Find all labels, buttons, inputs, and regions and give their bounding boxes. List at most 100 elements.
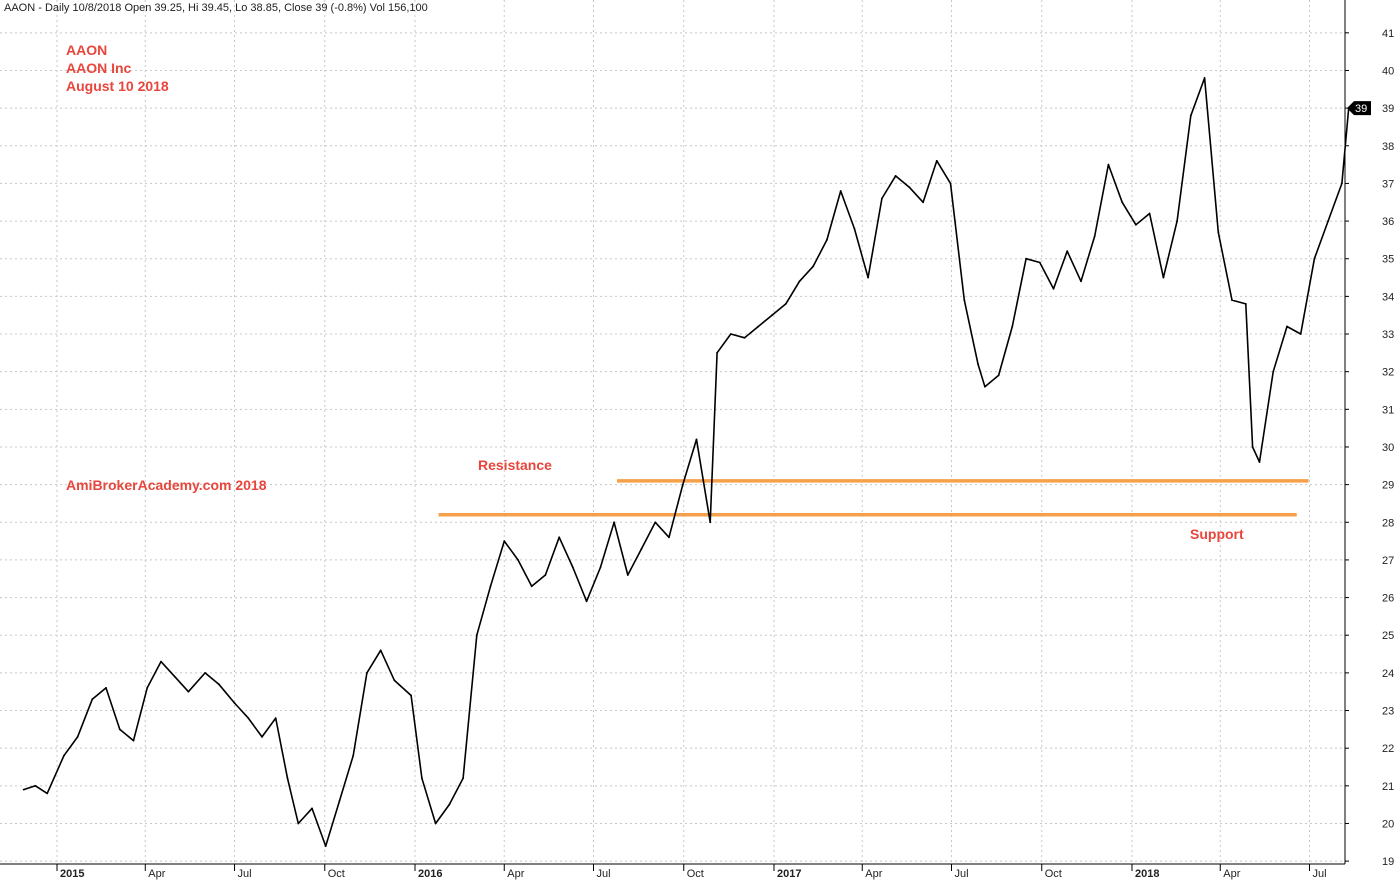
watermark-label: AmiBrokerAcademy.com 2018 bbox=[66, 477, 267, 493]
price-point bbox=[118, 728, 121, 731]
y-tick-label: 37 bbox=[1382, 178, 1394, 190]
y-tick-label: 29 bbox=[1382, 480, 1394, 492]
y-tick-label: 35 bbox=[1382, 254, 1394, 266]
price-point bbox=[1189, 114, 1192, 117]
price-point bbox=[949, 182, 952, 185]
last-price-label: 39 bbox=[1355, 103, 1367, 115]
y-tick-label: 39 bbox=[1382, 103, 1394, 115]
company-label: AAON Inc bbox=[66, 60, 132, 76]
x-tick-label: Jul bbox=[955, 868, 969, 880]
price-point bbox=[1258, 461, 1261, 463]
price-point bbox=[681, 483, 684, 486]
date-label: August 10 2018 bbox=[66, 78, 169, 94]
price-point bbox=[352, 754, 355, 757]
price-point bbox=[771, 314, 773, 317]
y-tick-label: 28 bbox=[1382, 517, 1394, 529]
price-point bbox=[217, 683, 220, 686]
price-point bbox=[626, 574, 629, 576]
price-point bbox=[1176, 220, 1178, 223]
price-point bbox=[716, 351, 718, 354]
price-point bbox=[366, 672, 368, 674]
x-tick-label: Jul bbox=[238, 868, 252, 880]
price-point bbox=[173, 675, 176, 678]
support-label: Support bbox=[1190, 526, 1244, 542]
price-point bbox=[393, 679, 396, 682]
price-point bbox=[977, 363, 979, 365]
ticker-label: AAON bbox=[66, 42, 107, 58]
price-point bbox=[324, 845, 327, 847]
price-point bbox=[922, 201, 924, 204]
price-point bbox=[63, 754, 65, 757]
x-tick-label: Oct bbox=[1045, 868, 1062, 880]
price-point bbox=[91, 698, 94, 701]
price-point bbox=[1327, 220, 1329, 223]
price-point bbox=[1052, 287, 1055, 290]
price-point bbox=[146, 687, 149, 689]
price-point bbox=[247, 717, 250, 719]
y-tick-label: 20 bbox=[1382, 818, 1394, 830]
price-point bbox=[867, 276, 869, 279]
price-point bbox=[1148, 212, 1151, 215]
price-point bbox=[1217, 231, 1220, 234]
price-point bbox=[530, 585, 533, 588]
price-point bbox=[261, 736, 263, 738]
price-point bbox=[475, 634, 478, 637]
price-point bbox=[798, 280, 801, 283]
y-axis-ticks: 19 20 21 22 23 24 25 26 27 28 29 30 31 32 33 34 35 36 37 38… bbox=[1345, 28, 1394, 868]
x-tick-label: Apr bbox=[148, 868, 165, 880]
price-point bbox=[204, 672, 207, 674]
price-point bbox=[462, 777, 464, 780]
y-tick-label: 34 bbox=[1382, 291, 1394, 303]
price-series bbox=[22, 77, 1350, 847]
price-point bbox=[757, 325, 760, 328]
y-tick-label: 19 bbox=[1382, 856, 1394, 868]
price-point bbox=[410, 694, 412, 697]
y-tick-label: 36 bbox=[1382, 216, 1394, 228]
price-point bbox=[1313, 257, 1316, 260]
price-point bbox=[1135, 223, 1137, 226]
price-point bbox=[695, 438, 698, 441]
price-point bbox=[1011, 325, 1014, 328]
price-point bbox=[963, 299, 966, 301]
price-point bbox=[297, 822, 300, 825]
price-point bbox=[1203, 77, 1206, 79]
price-point bbox=[640, 547, 643, 550]
price-point bbox=[1121, 201, 1124, 204]
price-point bbox=[503, 540, 506, 542]
price-point bbox=[1038, 261, 1041, 264]
price-point bbox=[338, 800, 341, 802]
y-tick-label: 30 bbox=[1382, 442, 1394, 454]
x-tick-label: Apr bbox=[865, 868, 882, 880]
x-tick-label: Jul bbox=[597, 868, 611, 880]
price-point bbox=[233, 702, 236, 704]
price-point bbox=[311, 807, 313, 810]
price-point bbox=[274, 717, 277, 719]
x-tick-label: Apr bbox=[1223, 868, 1240, 880]
x-tick-label: 2015 bbox=[60, 868, 84, 880]
price-point bbox=[187, 690, 190, 693]
y-tick-label: 32 bbox=[1382, 367, 1394, 379]
resistance-label: Resistance bbox=[478, 457, 552, 473]
price-point bbox=[544, 574, 547, 576]
price-point bbox=[839, 190, 842, 192]
x-tick-label: 2016 bbox=[418, 868, 442, 880]
price-point bbox=[1299, 333, 1302, 335]
price-line-0 bbox=[23, 77, 1350, 847]
y-tick-label: 31 bbox=[1382, 404, 1394, 416]
price-point bbox=[76, 736, 79, 738]
grid bbox=[0, 0, 1345, 864]
x-tick-label: Apr bbox=[507, 868, 524, 880]
price-point bbox=[599, 566, 602, 569]
price-point bbox=[668, 536, 670, 539]
price-point bbox=[853, 227, 856, 230]
price-point bbox=[984, 385, 986, 388]
price-point bbox=[22, 788, 25, 791]
y-tick-label: 23 bbox=[1382, 706, 1394, 718]
price-point bbox=[1066, 250, 1069, 253]
y-tick-label: 38 bbox=[1382, 141, 1394, 153]
price-point bbox=[434, 822, 437, 825]
price-point bbox=[784, 303, 787, 305]
x-tick-label: Jul bbox=[1313, 868, 1327, 880]
price-point bbox=[1231, 299, 1233, 301]
y-tick-label: 40 bbox=[1382, 65, 1394, 77]
